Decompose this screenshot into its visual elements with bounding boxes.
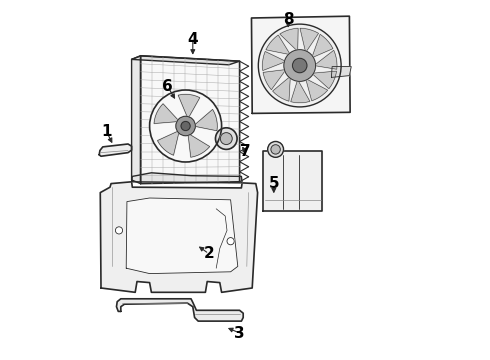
Circle shape xyxy=(227,238,234,245)
Polygon shape xyxy=(312,71,337,89)
Polygon shape xyxy=(132,56,141,184)
Polygon shape xyxy=(272,76,290,101)
Polygon shape xyxy=(157,131,179,155)
Text: 3: 3 xyxy=(234,325,245,341)
Polygon shape xyxy=(194,109,217,131)
Polygon shape xyxy=(132,56,240,65)
Polygon shape xyxy=(266,35,290,55)
Polygon shape xyxy=(251,16,350,113)
Text: 1: 1 xyxy=(101,124,112,139)
Circle shape xyxy=(181,121,190,131)
Polygon shape xyxy=(141,56,240,184)
Circle shape xyxy=(220,132,232,144)
Polygon shape xyxy=(331,67,351,77)
Text: 6: 6 xyxy=(162,79,173,94)
Circle shape xyxy=(176,116,196,136)
Text: 4: 4 xyxy=(188,32,198,47)
Polygon shape xyxy=(312,34,333,58)
Polygon shape xyxy=(263,51,286,71)
Circle shape xyxy=(216,128,237,149)
Polygon shape xyxy=(300,28,318,53)
Circle shape xyxy=(284,50,316,81)
Polygon shape xyxy=(117,299,243,321)
Polygon shape xyxy=(263,69,286,90)
Text: 7: 7 xyxy=(240,144,250,159)
Circle shape xyxy=(271,145,280,154)
Polygon shape xyxy=(280,28,298,51)
Circle shape xyxy=(268,141,284,157)
Polygon shape xyxy=(100,182,258,292)
Polygon shape xyxy=(132,173,242,183)
Text: 2: 2 xyxy=(204,246,215,261)
Circle shape xyxy=(116,227,122,234)
Polygon shape xyxy=(99,144,132,156)
Polygon shape xyxy=(126,198,238,274)
Polygon shape xyxy=(291,80,310,103)
Text: 5: 5 xyxy=(269,176,279,191)
Polygon shape xyxy=(306,78,328,101)
Polygon shape xyxy=(178,94,200,118)
Circle shape xyxy=(258,24,341,107)
Polygon shape xyxy=(188,134,210,157)
Polygon shape xyxy=(314,50,337,69)
Circle shape xyxy=(293,58,307,73)
Polygon shape xyxy=(154,104,179,123)
Text: 8: 8 xyxy=(283,12,294,27)
Circle shape xyxy=(149,90,221,162)
Polygon shape xyxy=(263,151,322,211)
